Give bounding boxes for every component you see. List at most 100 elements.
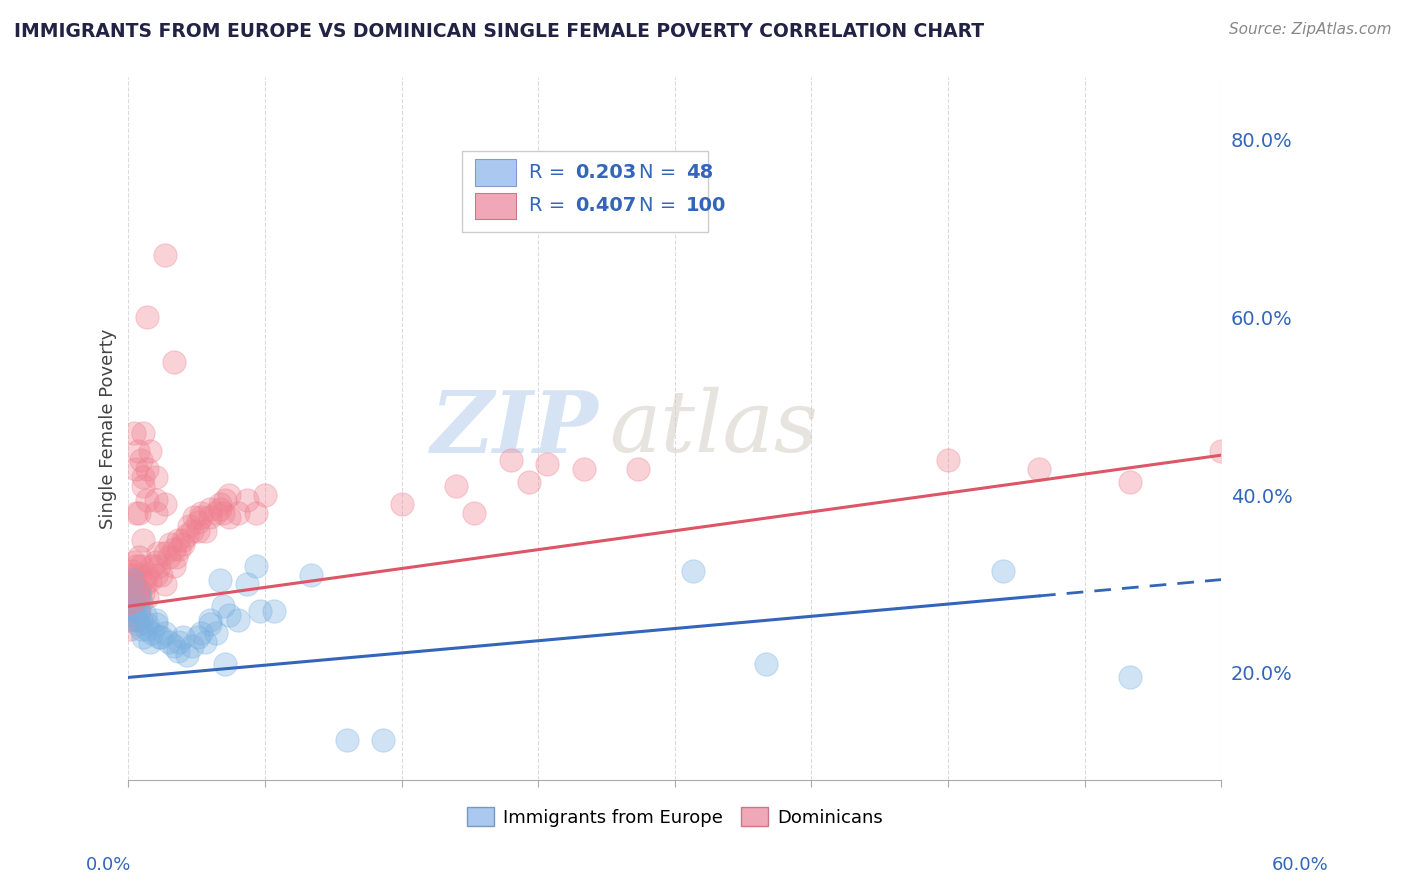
Point [172, 533, 194, 547]
Point [122, 577, 145, 591]
Point [125, 595, 148, 609]
Point [218, 608, 240, 623]
Point [200, 613, 222, 627]
Point [150, 568, 173, 582]
Point [127, 604, 149, 618]
Point [936, 452, 959, 467]
Point [249, 604, 271, 618]
Point [200, 617, 222, 632]
Point [245, 559, 267, 574]
Point [120, 568, 142, 582]
Point [190, 510, 212, 524]
Point [446, 479, 468, 493]
Point [145, 506, 167, 520]
Point [236, 577, 259, 591]
Point [148, 631, 170, 645]
Point [194, 524, 217, 538]
Point [125, 559, 148, 574]
Point [177, 519, 200, 533]
Point [129, 622, 152, 636]
Point [129, 613, 152, 627]
Point [148, 559, 170, 574]
Point [200, 510, 222, 524]
FancyBboxPatch shape [475, 159, 516, 186]
Point [166, 644, 188, 658]
Point [299, 568, 322, 582]
Point [141, 559, 163, 574]
Point [153, 577, 176, 591]
Point [122, 425, 145, 440]
Point [208, 497, 231, 511]
Point [163, 559, 186, 574]
Point [682, 564, 704, 578]
Point [991, 564, 1014, 578]
FancyBboxPatch shape [475, 193, 516, 219]
Point [120, 622, 142, 636]
Point [117, 586, 139, 600]
Point [139, 635, 162, 649]
Point [134, 577, 156, 591]
Point [127, 613, 149, 627]
Point [121, 604, 143, 618]
Point [463, 506, 485, 520]
Point [127, 617, 149, 632]
Point [132, 586, 155, 600]
Point [214, 492, 236, 507]
Point [263, 604, 285, 618]
Point [187, 631, 209, 645]
Point [128, 586, 150, 600]
Point [122, 573, 145, 587]
Point [212, 506, 235, 520]
Point [218, 488, 240, 502]
Point [141, 626, 163, 640]
Point [117, 595, 139, 609]
Point [187, 524, 209, 538]
Point [127, 591, 149, 605]
Point [181, 524, 204, 538]
Point [205, 506, 228, 520]
Point [134, 608, 156, 623]
Point [200, 501, 222, 516]
Point [166, 533, 188, 547]
Point [172, 631, 194, 645]
Text: R =: R = [530, 162, 572, 182]
Point [132, 533, 155, 547]
Point [169, 541, 191, 556]
Text: ZIP: ZIP [430, 387, 599, 470]
Point [139, 443, 162, 458]
Point [208, 501, 231, 516]
Point [391, 497, 413, 511]
Point [145, 492, 167, 507]
Point [755, 657, 778, 671]
Text: 48: 48 [686, 162, 713, 182]
Point [536, 457, 558, 471]
Point [226, 613, 249, 627]
Point [159, 537, 181, 551]
Point [572, 461, 595, 475]
Point [128, 550, 150, 565]
Point [254, 488, 277, 502]
Point [129, 595, 152, 609]
Point [122, 555, 145, 569]
Point [128, 604, 150, 618]
Point [212, 599, 235, 614]
Point [135, 492, 157, 507]
Legend: Immigrants from Europe, Dominicans: Immigrants from Europe, Dominicans [460, 800, 890, 834]
Point [121, 564, 143, 578]
Text: N =: N = [638, 162, 682, 182]
Y-axis label: Single Female Poverty: Single Female Poverty [100, 328, 117, 529]
Point [128, 506, 150, 520]
Point [146, 546, 169, 560]
Point [150, 631, 173, 645]
Point [135, 617, 157, 632]
Point [135, 568, 157, 582]
Text: IMMIGRANTS FROM EUROPE VS DOMINICAN SINGLE FEMALE POVERTY CORRELATION CHART: IMMIGRANTS FROM EUROPE VS DOMINICAN SING… [14, 22, 984, 41]
Point [135, 591, 157, 605]
Point [127, 568, 149, 582]
Point [117, 577, 139, 591]
Point [122, 604, 145, 618]
Point [157, 550, 180, 565]
Point [627, 461, 650, 475]
Point [163, 640, 186, 654]
Point [245, 506, 267, 520]
